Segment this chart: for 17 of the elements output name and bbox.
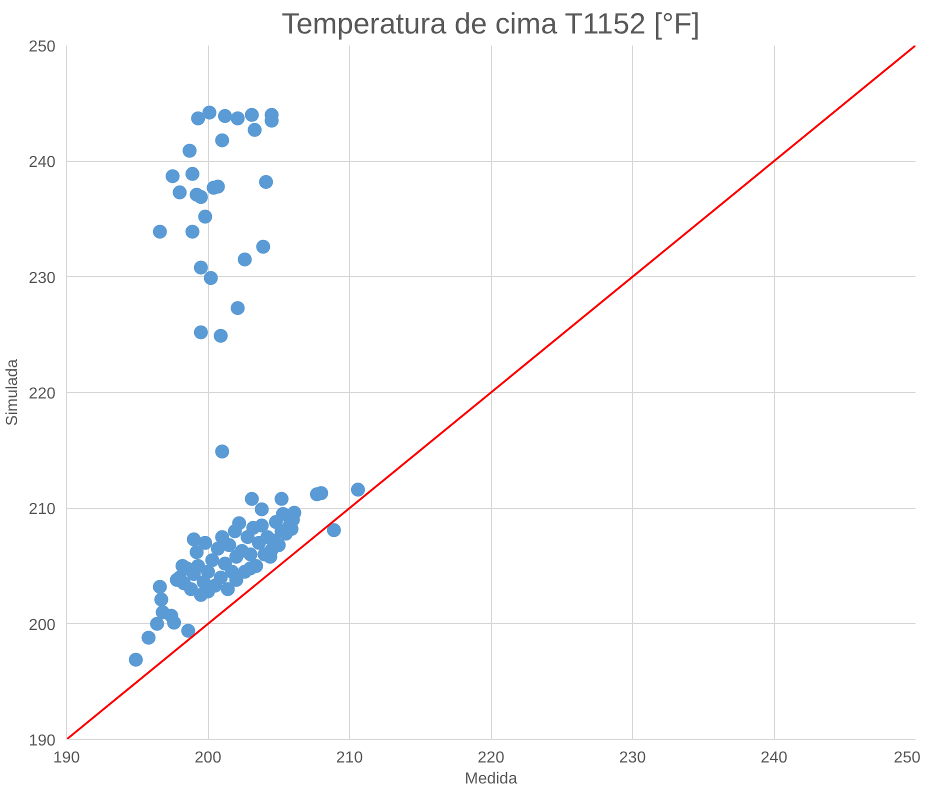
x-tick-label: 240 [760, 750, 788, 766]
x-tick-label: 220 [478, 750, 504, 766]
x-axis-title: Medida [464, 770, 518, 788]
x-tick-label: 230 [619, 750, 646, 766]
y-axis-title: Simulada [4, 359, 21, 426]
x-tick-label: 190 [53, 750, 80, 766]
x-tick-label: 250 [894, 750, 921, 766]
x-tick-label: 210 [336, 750, 363, 766]
y-tick-label: 220 [28, 386, 56, 402]
y-tick-label: 200 [28, 616, 56, 634]
y-tick-label: 230 [28, 270, 56, 287]
chart-title: Temperatura de cima T1152 [°F] [282, 8, 700, 40]
y-tick-label: 190 [28, 732, 56, 750]
x-tick-label: 200 [194, 750, 222, 766]
y-tick-label: 250 [28, 38, 56, 56]
y-tick-label: 210 [28, 501, 56, 518]
y-tick-label: 240 [28, 154, 56, 172]
